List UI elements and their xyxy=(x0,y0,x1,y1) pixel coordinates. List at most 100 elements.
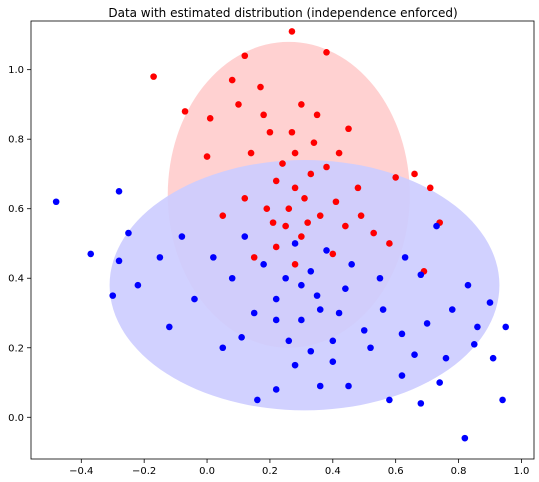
scatter-point-s0-22 xyxy=(247,149,255,157)
scatter-point-s1-41 xyxy=(307,267,315,275)
scatter-point-s0-12 xyxy=(313,111,321,119)
scatter-point-s0-21 xyxy=(272,177,280,185)
scatter-point-s0-28 xyxy=(282,222,289,230)
scatter-point-s0-37 xyxy=(370,229,377,237)
scatter-point-s1-26 xyxy=(250,309,258,317)
scatter-point-s0-23 xyxy=(279,160,286,167)
scatter-point-s0-0 xyxy=(150,73,157,80)
y-tick-label: 0.2 xyxy=(8,343,24,354)
scatter-point-s0-8 xyxy=(323,48,330,56)
scatter-point-s1-21 xyxy=(238,334,245,341)
scatter-point-s1-8 xyxy=(417,400,425,407)
scatter-point-s0-9 xyxy=(228,76,236,84)
x-tick-label: −0.2 xyxy=(132,466,156,477)
scatter-point-s1-35 xyxy=(448,306,456,313)
scatter-point-s0-36 xyxy=(219,212,227,219)
scatter-point-s1-0 xyxy=(52,198,60,206)
scatter-point-s1-11 xyxy=(254,396,261,404)
scatter-point-s0-40 xyxy=(235,101,242,108)
scatter-point-s1-51 xyxy=(210,254,217,261)
scatter-point-s1-16 xyxy=(307,347,315,355)
scatter-point-s0-48 xyxy=(342,222,349,230)
y-tick-label: 0.0 xyxy=(8,413,24,424)
scatter-point-s1-14 xyxy=(345,382,352,390)
scatter-point-s1-37 xyxy=(474,323,481,331)
scatter-point-s0-38 xyxy=(386,240,393,247)
scatter-point-s1-33 xyxy=(398,330,406,338)
scatter-point-s1-54 xyxy=(329,337,337,345)
scatter-point-s0-2 xyxy=(411,170,418,178)
scatter-point-s1-34 xyxy=(423,320,431,327)
plot-frame xyxy=(30,20,535,460)
scatter-point-s1-3 xyxy=(115,257,123,265)
scatter-point-s1-17 xyxy=(329,358,337,365)
scatter-point-s0-26 xyxy=(316,212,324,219)
scatter-point-s1-48 xyxy=(433,222,440,230)
scatter-point-s0-43 xyxy=(310,139,318,146)
scatter-point-s1-61 xyxy=(125,229,132,237)
scatter-point-s0-39 xyxy=(392,174,399,181)
scatter-point-s0-16 xyxy=(206,115,214,122)
scatter-point-s1-25 xyxy=(156,254,164,261)
scatter-point-s1-15 xyxy=(291,361,299,369)
scatter-point-s0-3 xyxy=(426,184,434,192)
scatter-point-s1-27 xyxy=(272,295,280,303)
scatter-point-s0-47 xyxy=(304,219,311,226)
scatter-point-s0-24 xyxy=(301,194,308,202)
scatter-point-s1-1 xyxy=(87,250,95,258)
scatter-point-s0-42 xyxy=(291,149,299,157)
scatter-point-s1-46 xyxy=(376,274,384,282)
scatter-point-s0-34 xyxy=(291,261,299,268)
x-tick-label: 0.8 xyxy=(451,466,467,477)
scatter-point-s0-25 xyxy=(263,205,271,213)
scatter-point-s0-44 xyxy=(323,163,330,171)
scatter-point-s1-29 xyxy=(313,292,321,299)
scatter-point-s1-50 xyxy=(228,274,236,282)
y-axis: 0.0 0.2 0.4 0.6 0.8 1.0 xyxy=(8,65,31,424)
scatter-point-s0-18 xyxy=(266,128,274,136)
scatter-point-s0-35 xyxy=(329,250,337,258)
chart-title: Data with estimated distribution (indepe… xyxy=(108,6,457,20)
scatter-point-s1-55 xyxy=(178,233,186,240)
scatter-point-s1-32 xyxy=(379,306,387,313)
scatter-point-s0-33 xyxy=(250,254,258,261)
x-axis: −0.4 −0.2 0.0 0.2 0.4 0.6 0.8 1.0 xyxy=(69,459,529,477)
scatter-point-s1-63 xyxy=(486,299,494,306)
scatter-point-s1-7 xyxy=(499,396,506,404)
scatter-point-s1-22 xyxy=(166,323,173,331)
y-tick-label: 0.8 xyxy=(8,135,24,146)
scatter-point-s1-23 xyxy=(191,295,198,303)
scatter-point-s1-36 xyxy=(464,281,472,289)
scatter-point-s0-20 xyxy=(307,170,315,178)
scatter-point-s1-38 xyxy=(442,354,450,362)
scatter-point-s1-4 xyxy=(502,323,510,331)
y-tick-label: 1.0 xyxy=(8,65,24,76)
scatter-point-s1-30 xyxy=(335,309,343,317)
scatter-point-s1-42 xyxy=(323,247,330,254)
scatter-point-s0-17 xyxy=(354,184,362,192)
scatter-point-s0-1 xyxy=(288,28,296,35)
scatter-point-s1-2 xyxy=(115,188,123,195)
x-tick-label: 0.6 xyxy=(388,466,404,477)
scatter-point-s0-14 xyxy=(335,149,343,157)
scatter-point-s0-27 xyxy=(291,184,299,192)
scatter-point-s0-7 xyxy=(241,52,249,60)
x-tick-label: 0.4 xyxy=(325,466,341,477)
data-points xyxy=(52,28,510,442)
scatter-point-s0-29 xyxy=(332,198,340,206)
scatter-point-s0-32 xyxy=(272,243,280,251)
scatter-point-s1-20 xyxy=(219,344,227,352)
scatter-point-s1-60 xyxy=(109,292,117,299)
scatter-point-s1-45 xyxy=(348,261,355,268)
scatter-point-s1-19 xyxy=(398,372,406,379)
x-tick-label: 0.2 xyxy=(262,466,278,477)
scatter-point-s0-19 xyxy=(288,128,296,136)
scatter-point-s1-43 xyxy=(291,240,299,247)
scatter-point-s1-24 xyxy=(134,281,142,289)
scatter-point-s1-31 xyxy=(360,327,368,334)
scatter-point-s0-49 xyxy=(357,212,365,219)
scatter-point-s0-30 xyxy=(241,194,249,202)
scatter-point-s0-41 xyxy=(260,111,267,119)
scatter-point-s1-40 xyxy=(282,274,289,282)
